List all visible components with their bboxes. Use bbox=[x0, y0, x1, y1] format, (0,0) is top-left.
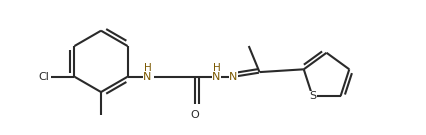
Text: N: N bbox=[143, 72, 152, 82]
Text: N: N bbox=[229, 72, 238, 82]
Text: H: H bbox=[144, 63, 151, 73]
Text: N: N bbox=[213, 72, 221, 82]
Text: O: O bbox=[191, 110, 199, 120]
Text: H: H bbox=[213, 63, 220, 73]
Text: S: S bbox=[309, 91, 316, 101]
Text: Cl: Cl bbox=[38, 72, 49, 82]
